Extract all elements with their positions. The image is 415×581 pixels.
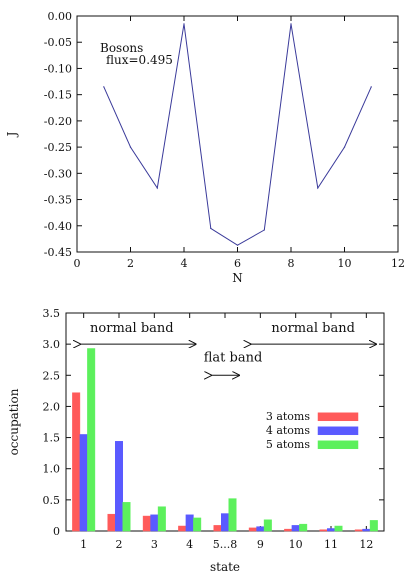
bottom-x-tick-label: 12 (359, 538, 373, 551)
bar-3-atoms-5 (248, 527, 257, 532)
normal-band-right-label: normal band (271, 321, 355, 336)
top-x-tick-label: 12 (391, 257, 405, 270)
top-y-tick-label: -0.20 (44, 115, 72, 128)
bar-5-atoms-2 (157, 506, 166, 532)
bar-4-atoms-6 (291, 525, 300, 532)
top-data-point (290, 23, 292, 25)
top-y-tick-label: -0.30 (44, 167, 72, 180)
bottom-y-tick-label: 0 (53, 525, 60, 538)
top-data-point (129, 146, 132, 148)
bar-5-atoms-7 (334, 525, 343, 532)
bar-3-atoms-8 (354, 529, 363, 532)
bar-4-atoms-3 (185, 514, 194, 532)
bar-4-atoms-1 (115, 441, 123, 532)
bottom-x-tick-label: 4 (186, 538, 193, 551)
top-x-tick-label: 10 (338, 257, 352, 270)
top-data-point (263, 229, 265, 231)
top-annotation-flux: flux=0.495 (106, 53, 173, 67)
top-data-point (156, 187, 158, 189)
bar-3-atoms-2 (142, 515, 151, 532)
top-line-chart: 0 2 4 6 8 10 12 0.00 -0.05 -0.10 -0.15 -0.20 -0.25 -0… (5, 10, 405, 285)
bar-4-atoms-5 (256, 526, 265, 532)
bottom-x-axis-label: state (210, 560, 240, 574)
bottom-y-tick-label: 3.5 (43, 307, 61, 320)
bottom-y-tick-label: 2.5 (43, 369, 61, 382)
bottom-x-tick-label: 11 (324, 538, 338, 551)
top-data-point (343, 146, 346, 148)
bottom-x-tick-label: 10 (289, 538, 303, 551)
top-y-tick-label: -0.15 (44, 89, 72, 102)
bottom-y-tick-label: 1.0 (43, 463, 61, 476)
bottom-x-tick-label: 2 (116, 538, 123, 551)
bar-3-atoms-6 (284, 528, 293, 532)
top-axis-ticks: 0 2 4 6 8 10 12 0.00 -0.05 -0.10 -0.15 -0.20 -0.25 -0… (44, 10, 405, 270)
bar-3-atoms-1 (107, 513, 116, 532)
bottom-bar-chart: 00.51.01.52.02.53.03.51 2 3 4 5...8 9 10 11 12 s… (7, 307, 385, 574)
top-data-point (103, 86, 105, 88)
bar-3-atoms-0 (72, 392, 81, 532)
bottom-y-tick-label: 3.0 (43, 338, 61, 351)
top-y-tick-label: -0.05 (44, 36, 72, 49)
bar-5-atoms-8 (369, 520, 378, 532)
legend-label-5-atoms: 5 atoms (266, 438, 311, 451)
bar-3-atoms-3 (178, 525, 187, 532)
bar-4-atoms-4 (221, 513, 229, 532)
top-data-point (183, 23, 185, 25)
top-annotation-bosons: Bosons (100, 41, 143, 55)
top-y-tick-label: -0.35 (44, 194, 72, 207)
bottom-x-tick-label: 3 (151, 538, 158, 551)
legend-swatch-5-atoms (317, 440, 359, 450)
bar-5-atoms-3 (193, 517, 202, 532)
bottom-y-tick-label: 0.5 (43, 494, 61, 507)
bar-5-atoms-6 (299, 523, 308, 532)
top-x-tick-label: 8 (288, 257, 295, 270)
legend-swatch-3-atoms (317, 412, 359, 422)
bar-4-atoms-0 (79, 434, 88, 532)
top-data-point (317, 187, 319, 189)
bar-4-atoms-2 (150, 514, 159, 532)
bar-5-atoms-5 (263, 519, 272, 532)
top-y-tick-label: -0.40 (44, 220, 72, 233)
top-series-group (103, 23, 372, 246)
bottom-y-tick-label: 2.0 (43, 400, 61, 413)
bar-5-atoms-4 (228, 498, 237, 532)
normal-band-left-label: normal band (90, 321, 174, 336)
top-x-axis-label: N (232, 271, 243, 285)
top-y-tick-label: -0.45 (44, 246, 72, 259)
legend-swatch-4-atoms (317, 426, 359, 436)
bottom-plot-frame (65, 312, 385, 532)
bar-5-atoms-1 (122, 502, 131, 532)
bottom-x-tick-label: 1 (80, 538, 87, 551)
bar-3-atoms-4 (213, 525, 222, 532)
bottom-axis-ticks: 00.51.01.52.02.53.03.51 2 3 4 5...8 9 10 11 12 (43, 307, 384, 551)
top-x-tick-label: 4 (181, 257, 188, 270)
top-data-point (210, 227, 212, 229)
top-data-point (370, 86, 372, 88)
bottom-bars-group (72, 348, 378, 532)
bottom-x-tick-label: 5...8 (213, 538, 238, 551)
flat-band-label: flat band (204, 350, 263, 365)
bottom-y-axis-label: occupation (7, 388, 21, 455)
top-x-tick-label: 6 (234, 257, 241, 270)
top-data-point (236, 244, 239, 246)
top-x-tick-label: 0 (74, 257, 81, 270)
bar-4-atoms-7 (327, 528, 335, 532)
top-y-tick-label: -0.10 (44, 62, 72, 75)
bar-5-atoms-0 (87, 348, 96, 532)
top-x-tick-label: 2 (127, 257, 134, 270)
top-y-tick-label: -0.25 (44, 141, 72, 154)
bottom-x-tick-label: 9 (257, 538, 264, 551)
bar-3-atoms-7 (319, 529, 328, 532)
legend-label-4-atoms: 4 atoms (266, 424, 311, 437)
top-y-tick-label: 0.00 (48, 10, 73, 23)
bottom-y-tick-label: 1.5 (43, 432, 61, 445)
bar-4-atoms-8 (362, 528, 371, 532)
top-y-axis-label: J (5, 131, 19, 138)
legend-label-3-atoms: 3 atoms (266, 410, 311, 423)
